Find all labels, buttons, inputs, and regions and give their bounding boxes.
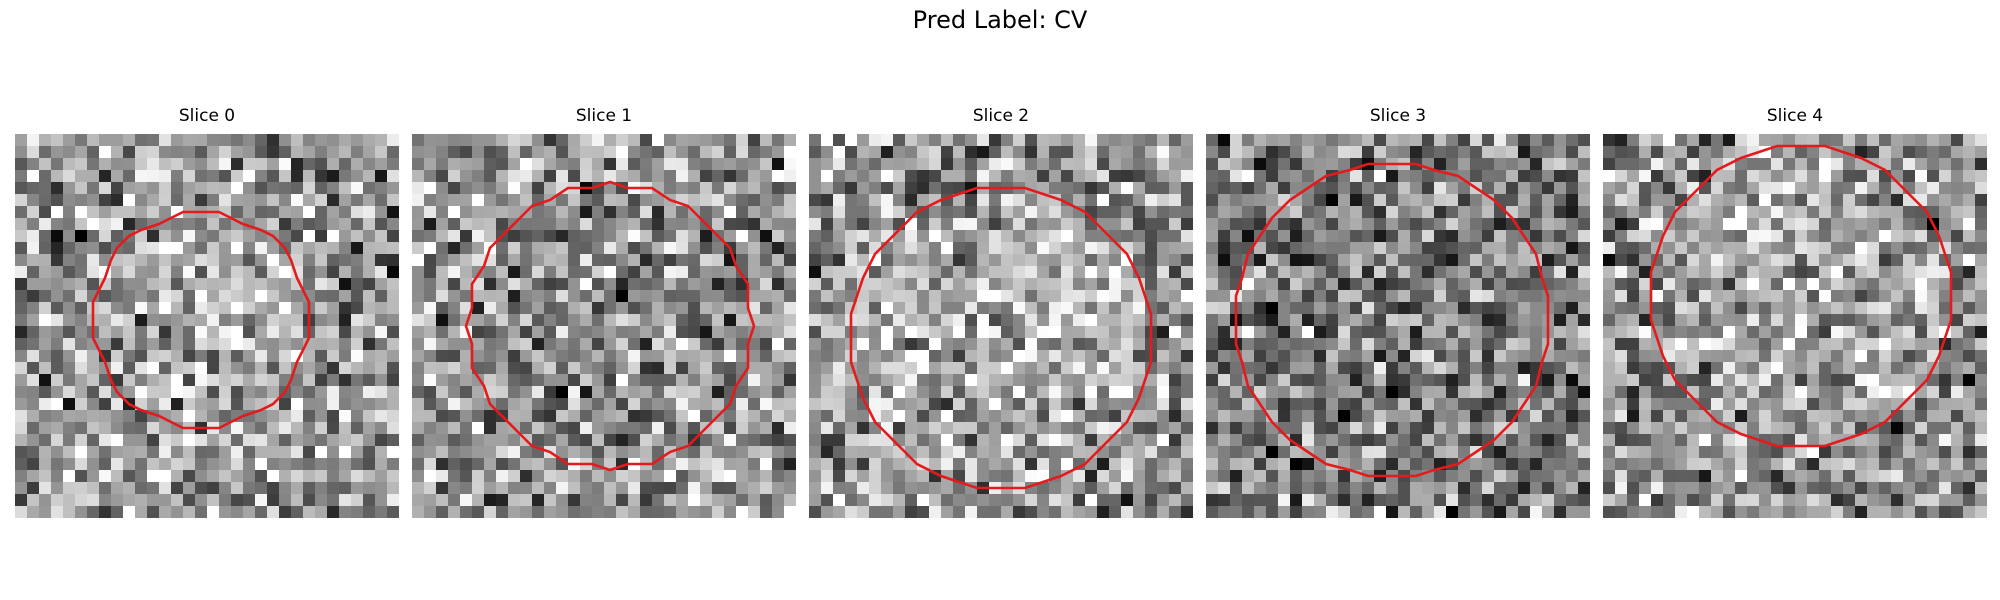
slice-image-1 (412, 134, 796, 518)
slice-image-0 (15, 134, 399, 518)
slice-image-3 (1206, 134, 1590, 518)
contour-outline-4 (1649, 144, 1953, 448)
contour-outline-2 (849, 186, 1153, 490)
slice-title-3: Slice 3 (1369, 106, 1427, 126)
slice-image-2 (809, 134, 1193, 518)
slice-title-4: Slice 4 (1766, 106, 1824, 126)
contour-outline-3 (1234, 162, 1550, 478)
slice-title-2: Slice 2 (972, 106, 1030, 126)
slice-title-0: Slice 0 (178, 106, 236, 126)
slice-title-1: Slice 1 (575, 106, 633, 126)
slice-image-4 (1603, 134, 1987, 518)
figure-title: Pred Label: CV (912, 6, 1088, 34)
contour-outline-0 (91, 210, 311, 430)
contour-outline-1 (464, 180, 756, 472)
